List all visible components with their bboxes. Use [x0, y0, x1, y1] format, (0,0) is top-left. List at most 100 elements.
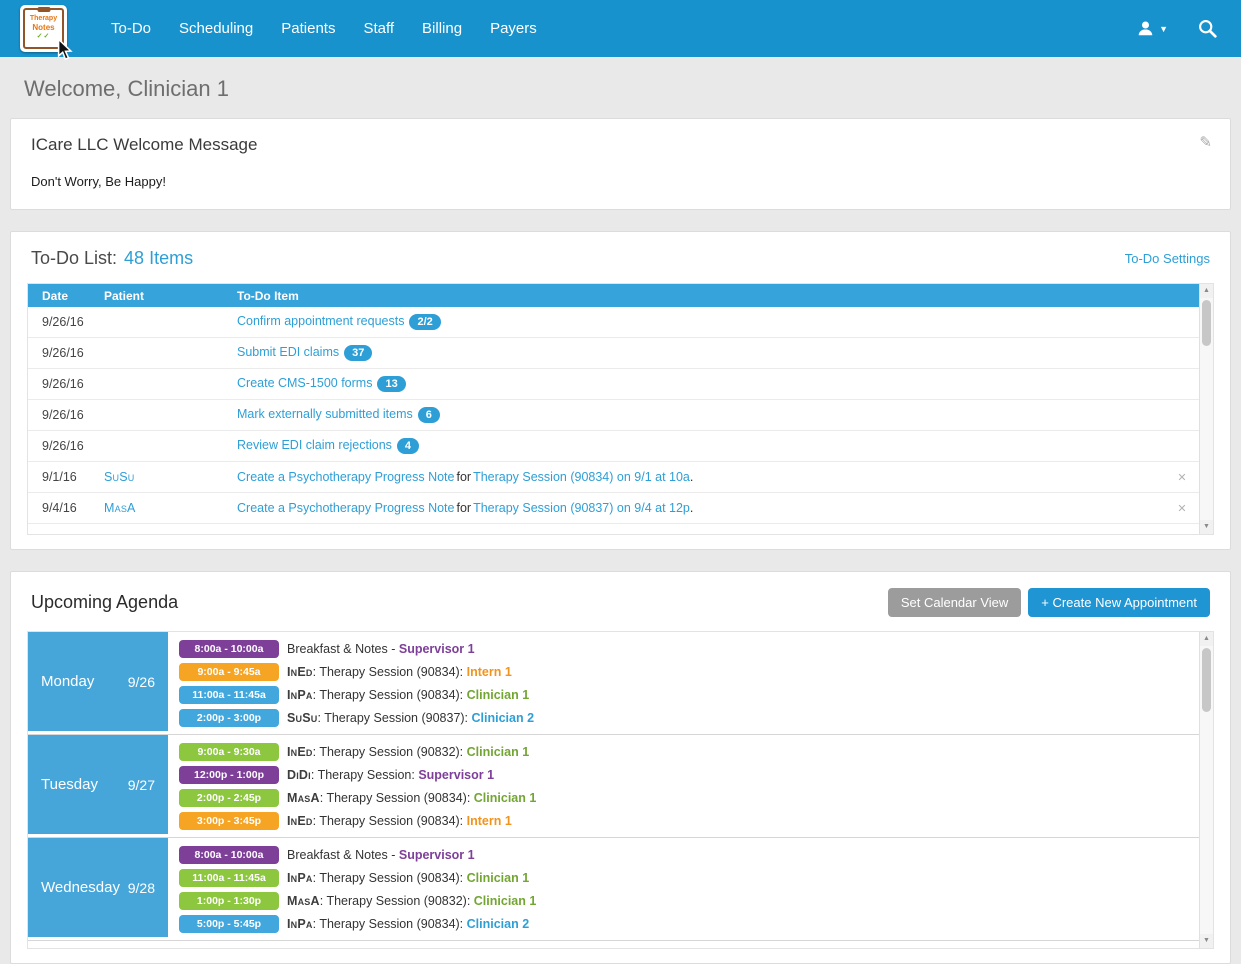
count-badge[interactable]: 6 — [417, 407, 440, 423]
event-patient[interactable]: InEd — [287, 664, 313, 679]
event-time[interactable]: 1:00p - 1:30p — [179, 891, 279, 910]
patient-link[interactable]: SuSu — [104, 470, 135, 484]
event-time[interactable]: 9:00a - 9:30a — [179, 742, 279, 761]
todo-item-link[interactable]: Review EDI claim rejections — [237, 438, 392, 452]
todo-scrollbar[interactable]: ▲ ▼ — [1199, 284, 1213, 534]
todo-list-card: To-Do List: 48 Items To-Do Settings Date… — [10, 231, 1231, 550]
user-menu[interactable]: ▼ — [1137, 20, 1168, 37]
event-clinician[interactable]: Clinician 1 — [473, 893, 537, 908]
set-calendar-view-button[interactable]: Set Calendar View — [887, 588, 1022, 617]
agenda-day: Wednesday 9/28 8:00a - 10:00a Breakfast … — [28, 838, 1199, 941]
event-desc: : Therapy Session (90834): — [312, 664, 467, 679]
therapynotes-logo[interactable]: Therapy Notes ✓✓ — [20, 5, 73, 61]
dismiss-button[interactable]: ✕ — [1177, 471, 1187, 484]
count-badge[interactable]: 4 — [396, 438, 420, 454]
agenda-day-header: Monday 9/26 — [28, 632, 168, 731]
event-time[interactable]: 2:00p - 3:00p — [179, 708, 279, 727]
todo-date: 9/26/16 — [42, 346, 84, 360]
event-clinician[interactable]: Clinician 2 — [471, 710, 535, 725]
nav-staff[interactable]: Staff — [363, 20, 395, 37]
agenda-event: 11:00a - 11:45a InPa: Therapy Session (9… — [179, 866, 1199, 889]
user-icon — [1138, 21, 1153, 36]
event-time[interactable]: 12:00p - 1:00p — [179, 765, 279, 784]
event-patient[interactable]: InEd — [287, 744, 313, 759]
day-events: 9:00a - 9:30a InEd : Therapy Session (908… — [168, 735, 1199, 837]
scroll-down-icon[interactable]: ▼ — [1200, 934, 1213, 948]
todo-item-link[interactable]: Confirm appointment requests — [237, 314, 405, 328]
todo-session-link[interactable]: Therapy Session (90834) on 9/1 at 10a — [473, 470, 690, 484]
event-clinician[interactable]: Intern 1 — [466, 664, 512, 679]
logo-checkmarks: ✓✓ — [36, 33, 51, 40]
event-patient[interactable]: MasA — [287, 790, 320, 805]
search-icon[interactable] — [1198, 19, 1217, 38]
event-patient[interactable]: InPa — [287, 687, 313, 702]
event-time[interactable]: 8:00a - 10:00a — [179, 845, 279, 864]
nav-scheduling[interactable]: Scheduling — [179, 20, 254, 37]
todo-list-header: To-Do List: 48 Items To-Do Settings — [31, 248, 1210, 269]
agenda-event: 3:00p - 3:45p InEd: Therapy Session (908… — [179, 809, 1199, 832]
agenda-event: 2:00p - 2:45p MasA: Therapy Session (908… — [179, 786, 1199, 809]
event-patient[interactable]: MasA — [287, 893, 320, 908]
nav-billing[interactable]: Billing — [422, 20, 463, 37]
todo-item-link[interactable]: Create a Psychotherapy Progress Note — [237, 470, 455, 484]
todo-item-link[interactable]: Create a Psychotherapy Progress Note — [237, 501, 455, 515]
todo-item-link[interactable]: Submit EDI claims — [237, 345, 340, 359]
todo-item-link[interactable]: Mark externally submitted items — [237, 407, 413, 421]
col-item: To-Do Item — [237, 288, 299, 303]
event-patient[interactable]: DiDi — [287, 767, 311, 782]
scroll-up-icon[interactable]: ▲ — [1200, 284, 1213, 298]
event-time[interactable]: 9:00a - 9:45a — [179, 662, 279, 681]
agenda-scrollbar[interactable]: ▲ ▼ — [1199, 632, 1213, 948]
scroll-down-icon[interactable]: ▼ — [1200, 520, 1213, 534]
event-patient[interactable]: InEd — [287, 813, 313, 828]
count-badge[interactable]: 2/2 — [409, 314, 441, 330]
nav-patients[interactable]: Patients — [281, 20, 336, 37]
event-text: InPa: Therapy Session (90834): Clinician… — [287, 871, 529, 885]
scroll-up-icon[interactable]: ▲ — [1200, 632, 1213, 646]
dismiss-button[interactable]: ✕ — [1177, 502, 1187, 515]
event-time[interactable]: 11:00a - 11:45a — [179, 868, 279, 887]
event-clinician[interactable]: Supervisor 1 — [398, 641, 475, 656]
event-patient[interactable]: InPa — [287, 916, 313, 931]
todo-item-text: for — [456, 501, 472, 515]
todo-count[interactable]: 48 Items — [124, 248, 194, 268]
todo-session-link[interactable]: Therapy Session (90837) on 9/4 at 12p — [473, 501, 690, 515]
event-clinician[interactable]: Supervisor 1 — [398, 847, 475, 862]
scrollbar-track[interactable] — [1200, 298, 1213, 520]
event-time[interactable]: 5:00p - 5:45p — [179, 914, 279, 933]
todo-settings-link[interactable]: To-Do Settings — [1124, 251, 1210, 266]
event-time[interactable]: 11:00a - 11:45a — [179, 685, 279, 704]
logo-text-therapy: Therapy — [29, 15, 58, 22]
event-clinician[interactable]: Clinician 2 — [466, 916, 530, 931]
nav-payers[interactable]: Payers — [490, 20, 537, 37]
event-patient[interactable]: SuSu — [287, 710, 318, 725]
edit-pencil-icon[interactable]: ✎ — [1199, 134, 1212, 151]
event-desc: : Therapy Session (90834): — [319, 790, 474, 805]
patient-link[interactable]: MasA — [104, 501, 136, 515]
event-clinician[interactable]: Clinician 1 — [466, 687, 530, 702]
event-time[interactable]: 3:00p - 3:45p — [179, 811, 279, 830]
event-clinician[interactable]: Supervisor 1 — [418, 767, 495, 782]
agenda-event: 11:00a - 11:45a InPa: Therapy Session (9… — [179, 683, 1199, 706]
scrollbar-track[interactable] — [1200, 646, 1213, 934]
todo-item-link[interactable]: Create CMS-1500 forms — [237, 376, 373, 390]
count-badge[interactable]: 37 — [344, 345, 373, 361]
create-new-appointment-button[interactable]: + Create New Appointment — [1028, 588, 1210, 617]
event-text: SuSu: Therapy Session (90837): Clinician… — [287, 711, 534, 725]
count-badge[interactable]: 13 — [377, 376, 406, 392]
event-clinician[interactable]: Clinician 1 — [466, 744, 530, 759]
event-patient[interactable]: InPa — [287, 870, 313, 885]
event-clinician[interactable]: Clinician 1 — [466, 870, 530, 885]
event-time[interactable]: 8:00a - 10:00a — [179, 639, 279, 658]
event-clinician[interactable]: Intern 1 — [466, 813, 512, 828]
todo-row: 9/26/16 Review EDI claim rejections 4 — [28, 431, 1199, 462]
scrollbar-thumb[interactable] — [1202, 300, 1211, 346]
scrollbar-thumb[interactable] — [1202, 648, 1211, 712]
event-clinician[interactable]: Clinician 1 — [473, 790, 537, 805]
todo-item: Mark externally submitted items 6 — [237, 407, 1165, 423]
event-time[interactable]: 2:00p - 2:45p — [179, 788, 279, 807]
event-desc: Breakfast & Notes - — [287, 641, 399, 656]
nav-todo[interactable]: To-Do — [111, 20, 152, 37]
agenda-event: 5:00p - 5:45p InPa: Therapy Session (908… — [179, 912, 1199, 935]
todo-table: Date Patient To-Do Item 9/26/16 Confirm … — [28, 284, 1199, 534]
